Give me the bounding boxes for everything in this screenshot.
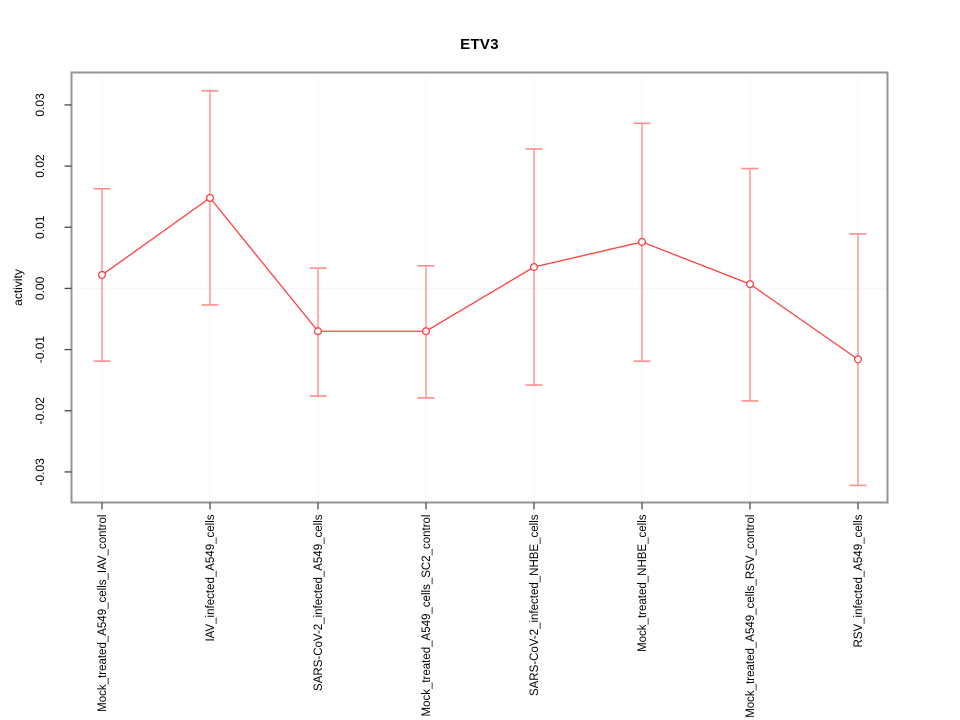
- data-points: [97, 193, 863, 364]
- x-category-label: SARS-CoV-2_infected_NHBE_cells: [529, 514, 541, 696]
- x-category-label: Mock_treated_A549_cells_IAV_control: [97, 515, 109, 712]
- y-tick-label: 0.03: [33, 93, 47, 117]
- data-point-marker: [745, 280, 755, 289]
- y-tick-label: -0.01: [33, 336, 47, 364]
- x-category-label: Mock_treated_A549_cells_RSV_control: [745, 515, 757, 718]
- vertical-gridlines: [101, 72, 859, 503]
- y-tick-label: 0.01: [33, 215, 47, 239]
- data-point-marker: [205, 193, 215, 202]
- y-tick-label: 0.00: [33, 276, 47, 300]
- x-category-label: IAV_infected_A549_cells: [205, 514, 217, 641]
- series-line: [101, 197, 859, 360]
- x-axis: Mock_treated_A549_cells_IAV_control IAV_i…: [97, 502, 865, 718]
- y-tick-label: -0.03: [33, 458, 47, 486]
- y-axis: 0.03 0.02 0.01 0.00 -0.01 -0.02 -0.03: [33, 93, 72, 486]
- data-point-marker: [421, 327, 431, 336]
- data-point-marker: [97, 270, 107, 280]
- x-category-label: Mock_treated_NHBE_cells: [637, 514, 649, 652]
- data-point-marker: [529, 262, 539, 272]
- x-category-label: RSV_infected_A549_cells: [853, 514, 865, 647]
- y-axis-title: activity: [11, 269, 25, 306]
- y-tick-label: -0.02: [33, 397, 47, 425]
- x-category-label: SARS-CoV-2_infected_A549_cells: [313, 514, 325, 691]
- plot-frame: [70, 71, 889, 504]
- data-point-marker: [853, 355, 863, 364]
- x-category-label: Mock_treated_A549_cells_SC2_control: [421, 515, 433, 717]
- y-tick-label: 0.02: [33, 154, 47, 178]
- chart-title: ETV3: [460, 36, 499, 53]
- data-point-marker: [313, 327, 323, 336]
- data-point-marker: [637, 237, 647, 246]
